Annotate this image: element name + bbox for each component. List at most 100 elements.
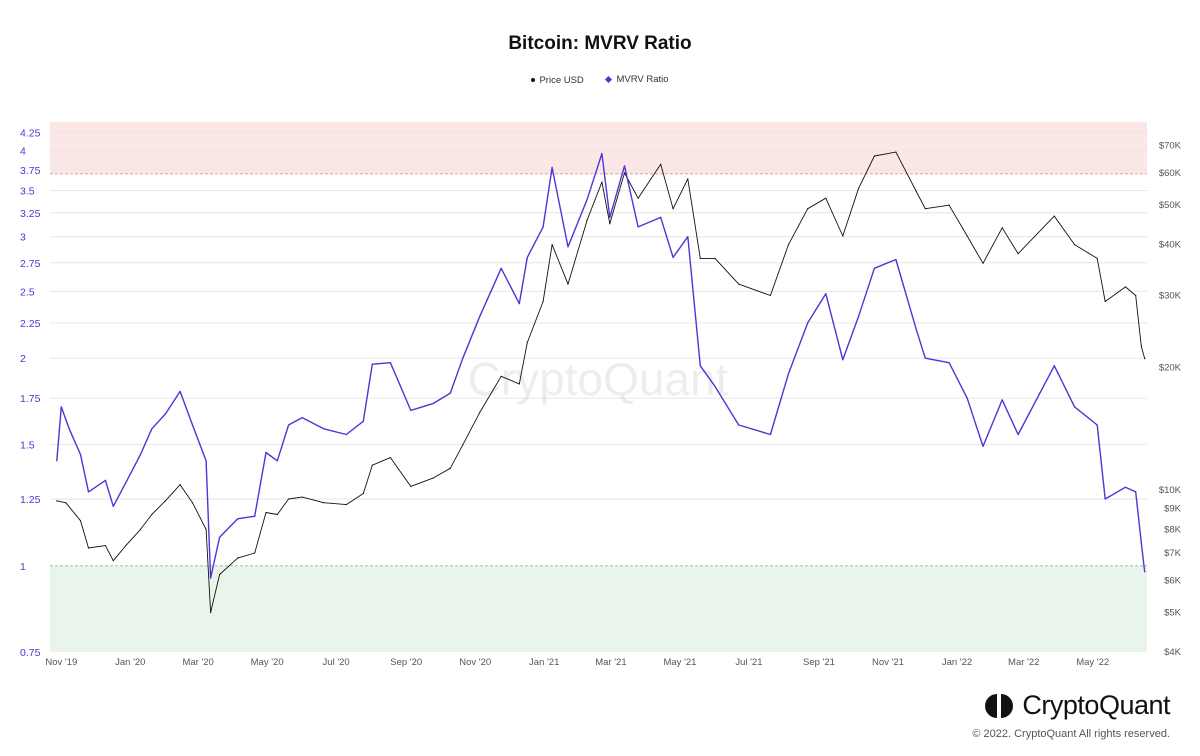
- x-tick-label: Nov '20: [459, 657, 491, 668]
- mvrv-point: [895, 258, 897, 261]
- price-point: [895, 151, 897, 153]
- y-right-tick-label: $50K: [1159, 200, 1182, 211]
- mvrv-point: [449, 392, 451, 394]
- y-right-tick-label: $70K: [1159, 141, 1182, 152]
- legend-label-price: Price USD: [539, 74, 584, 86]
- x-tick-label: Mar '22: [1008, 657, 1039, 668]
- mvrv-point: [410, 409, 412, 412]
- price-point: [601, 181, 603, 183]
- mvrv-point: [807, 322, 809, 324]
- legend-label-mvrv: MVRV Ratio: [616, 74, 669, 85]
- price-point: [345, 504, 347, 506]
- mvrv-point: [237, 518, 239, 520]
- mvrv-point: [551, 166, 553, 169]
- price-point: [842, 235, 844, 237]
- price-point: [623, 172, 626, 174]
- mvrv-point: [1096, 424, 1098, 426]
- mvrv-point: [79, 453, 82, 456]
- mvrv-point: [125, 482, 127, 484]
- x-tick-label: Mar '21: [595, 657, 626, 668]
- mvrv-point: [301, 417, 303, 419]
- mvrv-point: [68, 428, 70, 430]
- price-point: [1053, 215, 1055, 217]
- mvrv-point: [288, 424, 290, 426]
- y-right-tick-label: $60K: [1159, 168, 1182, 179]
- price-point: [139, 528, 142, 530]
- mvrv-point: [660, 216, 662, 218]
- mvrv-point: [873, 267, 876, 269]
- price-point: [112, 560, 114, 562]
- price-point: [1017, 253, 1019, 255]
- legend: Price USD MVRV Ratio: [0, 74, 1200, 86]
- right-y-axis: $4K $5K $6K $7K $8K $9K $10K $20K $30K $40K $50K $6…: [1159, 141, 1182, 658]
- y-left-tick-label: 4.25: [20, 127, 41, 139]
- price-point: [769, 294, 772, 297]
- x-tick-label: Sep '21: [803, 657, 835, 668]
- price-point: [637, 197, 639, 199]
- legend-item-price[interactable]: Price USD: [531, 74, 584, 86]
- mvrv-point: [518, 302, 520, 305]
- legend-item-mvrv[interactable]: MVRV Ratio: [605, 74, 669, 85]
- mvrv-point: [526, 256, 528, 258]
- y-left-tick-label: 0.75: [20, 647, 41, 659]
- price-point: [301, 496, 303, 498]
- price-point: [567, 283, 569, 285]
- price-point: [87, 547, 90, 549]
- mvrv-point: [982, 445, 984, 447]
- mvrv-point: [924, 357, 926, 359]
- mvrv-point: [345, 433, 347, 436]
- mvrv-point: [432, 402, 434, 404]
- mvrv-point: [1017, 433, 1019, 436]
- y-left-tick-label: 3.25: [20, 208, 41, 220]
- y-left-tick-label: 4: [20, 146, 26, 158]
- mvrv-point: [714, 385, 716, 388]
- brand-logo: CryptoQuant: [982, 690, 1170, 721]
- mvrv-point: [542, 226, 544, 228]
- y-left-tick-label: 1.75: [20, 393, 41, 405]
- price-point: [410, 485, 412, 487]
- price-point: [738, 283, 740, 285]
- x-tick-label: Jul '20: [323, 657, 350, 668]
- price-point: [609, 223, 611, 225]
- price-point: [479, 411, 481, 413]
- price-point: [660, 163, 662, 165]
- price-point: [672, 208, 674, 210]
- price-point: [948, 204, 950, 206]
- x-tick-label: May '22: [1076, 657, 1109, 668]
- price-point: [125, 544, 127, 547]
- mvrv-point: [462, 357, 464, 359]
- mvrv-point: [769, 433, 772, 436]
- y-left-tick-label: 2.5: [20, 286, 35, 298]
- x-tick-label: Jan '22: [942, 657, 972, 668]
- y-right-tick-label: $9K: [1164, 504, 1182, 515]
- x-tick-label: Jul '21: [735, 657, 762, 668]
- band-1: [50, 565, 1147, 652]
- mvrv-point: [842, 359, 844, 361]
- mvrv-point: [362, 420, 364, 422]
- y-left-tick-label: 2.25: [20, 318, 41, 330]
- mvrv-point: [601, 152, 603, 155]
- x-axis: Nov '19 Jan '20 Mar '20 May '20 Jul '20 Sep '…: [45, 657, 1109, 668]
- x-tick-label: May '21: [663, 657, 696, 668]
- y-left-tick-label: 2: [20, 353, 26, 365]
- price-point: [858, 187, 860, 189]
- mvrv-point: [966, 397, 968, 399]
- y-right-tick-label: $7K: [1164, 548, 1182, 559]
- price-point: [915, 190, 917, 193]
- y-left-tick-label: 3.5: [20, 186, 35, 198]
- price-point: [389, 457, 392, 459]
- price-point: [179, 484, 181, 486]
- price-point: [518, 383, 520, 385]
- price-point: [699, 257, 701, 260]
- price-point: [1140, 345, 1142, 348]
- mvrv-point: [265, 451, 267, 454]
- mvrv-point: [609, 216, 611, 218]
- price-point: [164, 500, 166, 502]
- price-point: [219, 573, 221, 576]
- price-point: [1104, 300, 1106, 303]
- threshold-bands: [50, 122, 1147, 652]
- copyright-text: © 2022. CryptoQuant All rights reserved.: [972, 728, 1170, 740]
- price-point: [254, 552, 256, 554]
- price-point: [276, 513, 278, 516]
- x-tick-label: May '20: [251, 657, 284, 668]
